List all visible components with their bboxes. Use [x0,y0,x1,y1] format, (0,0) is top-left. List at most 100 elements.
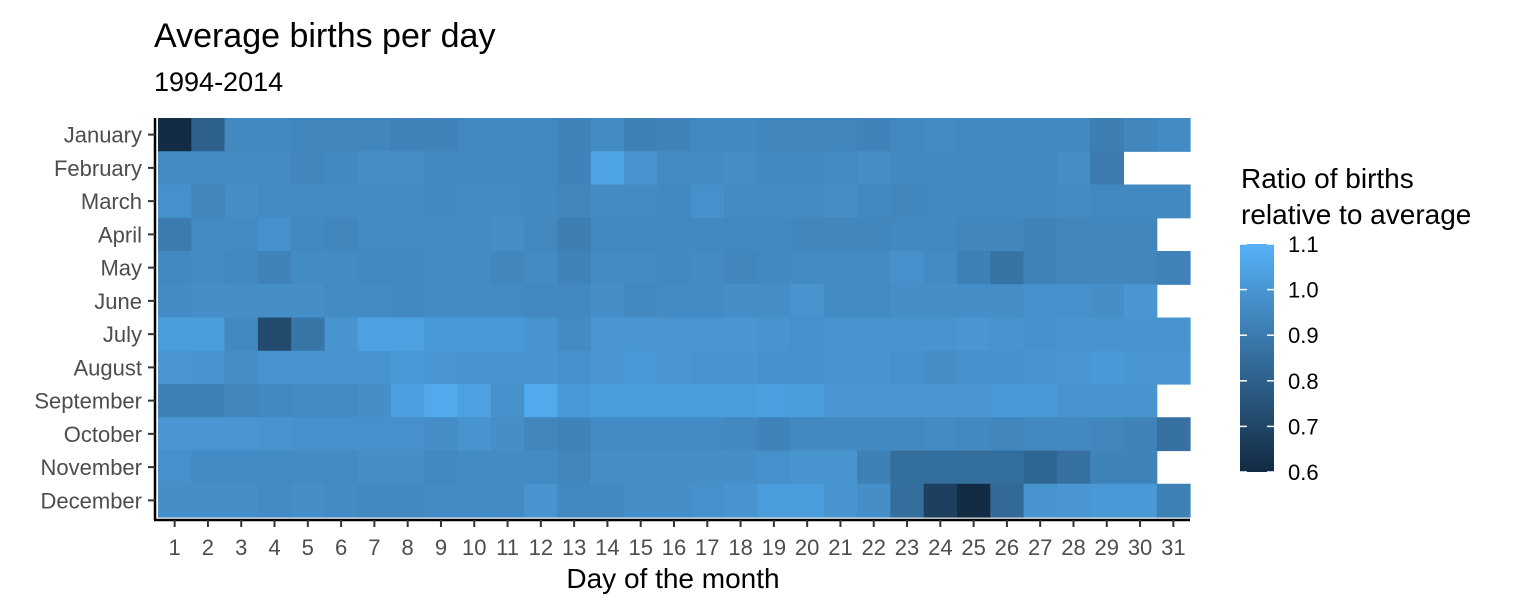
heatmap-cell [424,251,459,285]
heatmap-cell [357,217,392,252]
heatmap-cell [657,317,692,352]
heatmap-cell [690,217,725,252]
heatmap-cell [224,284,259,319]
heatmap-cell [257,417,292,452]
heatmap-cell [490,217,525,252]
legend-ticks: 1.1 1.0 0.9 0.8 0.7 0.6 [1240,232,1319,485]
x-tick-label: 15 [628,535,652,560]
heatmap-cell [557,417,592,452]
y-tick-label: July [103,322,142,347]
heatmap-cell [191,217,226,252]
heatmap-cell [1090,184,1125,219]
heatmap-cell [291,384,326,418]
heatmap-cell [557,184,592,219]
heatmap-cell [590,118,625,152]
heatmap-cell [158,350,192,385]
heatmap-cell [524,184,559,219]
y-tick-label: June [94,289,142,314]
heatmap-cell [224,217,259,252]
heatmap-cell [158,217,192,252]
x-tick-label: 29 [1095,535,1119,560]
heatmap-cell [624,251,658,285]
heatmap-cell [424,317,459,352]
heatmap-cell [224,118,259,152]
heatmap-cell [357,483,392,518]
heatmap-cell [291,217,326,252]
heatmap-cell [1056,118,1091,152]
heatmap-cell [1056,450,1091,485]
heatmap-cell [690,184,725,219]
heatmap-cell [857,217,891,252]
heatmap-cell [557,450,592,485]
heatmap-cell [723,483,758,518]
heatmap-cell [457,217,492,252]
heatmap-cell [1056,151,1091,186]
legend-title-line-2: relative to average [1241,199,1471,230]
heatmap-cell [191,450,226,485]
heatmap-cell [191,151,226,186]
heatmap-cell [391,384,425,418]
heatmap-cell [890,450,925,485]
heatmap-cell [590,384,625,418]
heatmap-cell [690,450,725,485]
y-tick-label: February [54,156,142,181]
heatmap-cell [757,217,792,252]
heatmap-cell [857,483,891,518]
y-tick-label: April [98,222,142,247]
x-tick-label: 27 [1028,535,1052,560]
heatmap-cell [490,251,525,285]
heatmap-cell [624,118,658,152]
heatmap-cell [357,450,392,485]
heatmap-cell [857,184,891,219]
heatmap-cell [490,384,525,418]
heatmap-cell [790,350,825,385]
heatmap-cell [424,350,459,385]
heatmap-cell [1056,350,1091,385]
heatmap-cell [557,118,592,152]
heatmap-cell [524,284,559,319]
x-tick-label: 7 [368,535,380,560]
legend-colorbar [1240,244,1274,472]
heatmap-cell [257,350,292,385]
heatmap-cell [657,251,692,285]
x-axis-ticks: 1 2 3 4 5 6 7 8 9 10 11 12 13 14 15 16 17 18 19 20 21 22 23 24 2… [169,520,1186,560]
heatmap-cell [857,251,891,285]
heatmap-cell [490,483,525,518]
heatmap-cell [723,184,758,219]
heatmap-cell [1156,350,1191,385]
heatmap-cell [890,483,925,518]
heatmap-cell [790,384,825,418]
heatmap-cell [790,284,825,319]
heatmap-cell [757,450,792,485]
heatmap-cell [1090,417,1125,452]
y-tick-label: March [81,189,142,214]
heatmap-cell [324,317,359,352]
heatmap-cell [857,317,891,352]
heatmap-cell [990,450,1025,485]
heatmap-cell [690,417,725,452]
heatmap-cell [1123,450,1158,485]
x-tick-label: 30 [1128,535,1152,560]
heatmap-cell [590,317,625,352]
heatmap-cell [158,384,192,418]
heatmap-cell [191,384,226,418]
heatmap-cell [1023,118,1058,152]
heatmap-cell [557,284,592,319]
heatmap-cell [690,317,725,352]
heatmap-cell [624,217,658,252]
heatmap-cell [690,384,725,418]
heatmap-cell [257,251,292,285]
heatmap-cell [624,151,658,186]
heatmap-cell [424,118,459,152]
heatmap-cell [357,384,392,418]
heatmap-cell [158,417,192,452]
heatmap-cell [823,217,858,252]
heatmap-cell [757,284,792,319]
x-tick-label: 24 [928,535,952,560]
y-tick-label: May [100,256,142,281]
heatmap-cell [524,384,559,418]
heatmap-cell [1123,184,1158,219]
heatmap-cell [990,251,1025,285]
heatmap-cell [857,384,891,418]
heatmap-cell [890,384,925,418]
